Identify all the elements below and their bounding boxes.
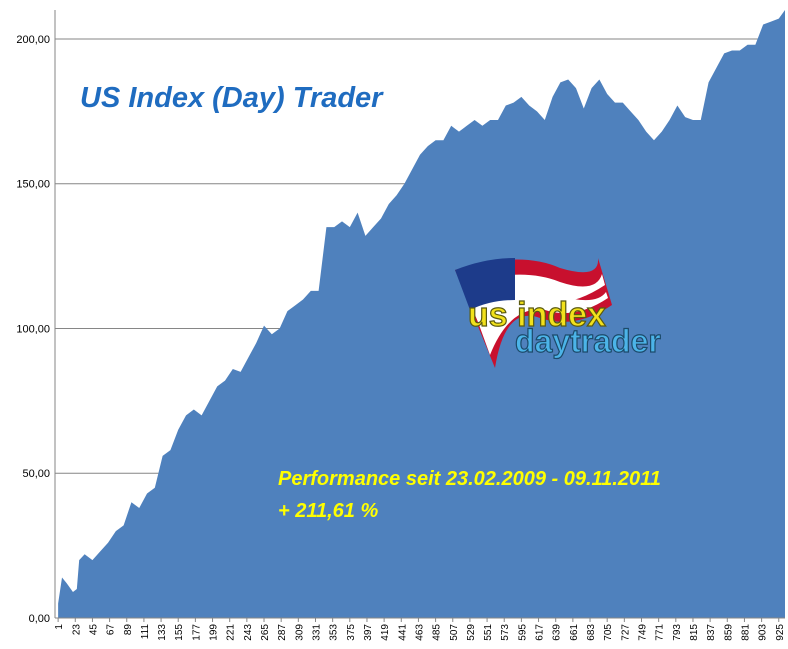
x-tick-label: 265	[260, 624, 271, 641]
x-tick-label: 683	[586, 624, 597, 641]
area	[58, 10, 786, 618]
x-tick-label: 771	[655, 624, 666, 641]
x-tick-label: 199	[209, 624, 220, 641]
x-tick-label: 617	[535, 624, 546, 641]
x-tick-label: 859	[723, 624, 734, 641]
y-tick-label: 0,00	[29, 613, 50, 625]
x-tick-label: 353	[329, 624, 340, 641]
x-tick-label: 749	[637, 624, 648, 641]
y-tick-label: 200,00	[16, 34, 50, 46]
x-tick-label: 485	[432, 624, 443, 641]
x-tick-label: 45	[88, 624, 99, 636]
x-tick-label: 243	[243, 624, 254, 641]
x-tick-label: 89	[123, 624, 134, 636]
x-tick-label: 903	[758, 624, 769, 641]
logo-flag-canton	[455, 258, 515, 310]
logo: us index daytrader	[455, 258, 661, 368]
x-tick-label: 221	[226, 624, 237, 641]
y-tick-label: 150,00	[16, 179, 50, 191]
chart-title: US Index (Day) Trader	[80, 82, 384, 114]
x-tick-label: 155	[174, 624, 185, 641]
x-tick-label: 1	[54, 624, 65, 630]
logo-text: us index	[468, 296, 606, 334]
annotation: + 211,61 %	[278, 500, 378, 522]
x-tick-label: 67	[106, 624, 117, 636]
x-tick-label: 815	[689, 624, 700, 641]
x-tick-label: 639	[552, 624, 563, 641]
x-tick-label: 133	[157, 624, 168, 641]
x-tick-label: 23	[71, 624, 82, 636]
x-tick-label: 529	[466, 624, 477, 641]
x-tick-label: 551	[483, 624, 494, 641]
x-tick-label: 925	[775, 624, 786, 641]
plot-area: 0,00 50,00 100,00 150,00 200,00 1 23 45 67 89 111 1…	[16, 10, 786, 641]
x-tick-label: 881	[740, 624, 751, 641]
x-tick-label: 705	[603, 624, 614, 641]
logo-flag-stripe	[470, 289, 608, 355]
x-tick-label: 793	[672, 624, 683, 641]
x-tick-label: 287	[277, 624, 288, 641]
x-tick-label: 375	[346, 624, 357, 641]
x-tick-label: 309	[294, 624, 305, 641]
x-tick-label: 595	[517, 624, 528, 641]
x-tick-label: 331	[311, 624, 322, 641]
x-tick-label: 573	[500, 624, 511, 641]
x-tick-label: 837	[706, 624, 717, 641]
x-tick-label: 463	[414, 624, 425, 641]
annotation: Performance seit 23.02.2009 - 09.11.2011	[278, 468, 661, 490]
x-tick-label: 441	[397, 624, 408, 641]
x-tick-label: 419	[380, 624, 391, 641]
x-tick-label: 111	[140, 624, 151, 640]
x-tick-label: 507	[449, 624, 460, 641]
x-tick-label: 177	[191, 624, 202, 641]
y-tick-label: 50,00	[22, 468, 50, 480]
logo-text: daytrader	[515, 323, 661, 359]
x-tick-label: 661	[569, 624, 580, 641]
x-tick-label: 727	[620, 624, 631, 641]
y-tick-label: 100,00	[16, 323, 50, 335]
x-tick-label: 397	[363, 624, 374, 641]
